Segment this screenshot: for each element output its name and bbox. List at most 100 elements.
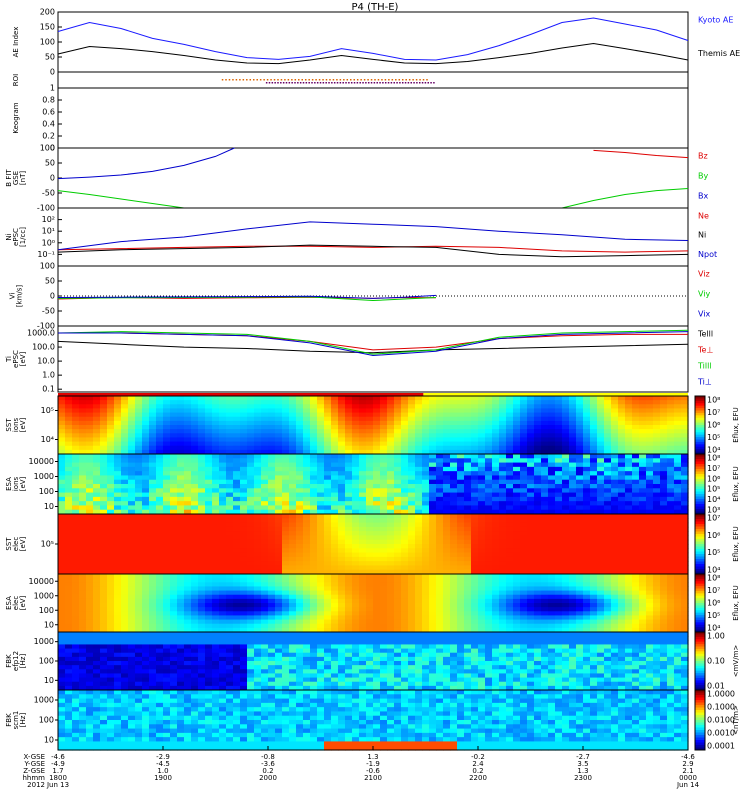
heatmap-cell: [492, 540, 500, 545]
heatmap-cell: [121, 578, 129, 583]
heatmap-cell: [618, 463, 626, 468]
heatmap-cell: [492, 544, 500, 549]
heatmap-cell: [478, 458, 486, 463]
heatmap-cell: [653, 518, 661, 523]
heatmap-cell: [401, 561, 409, 566]
heatmap-cell: [317, 425, 325, 430]
heatmap-cell: [65, 480, 73, 485]
heatmap-cell: [653, 413, 661, 418]
heatmap-cell: [275, 505, 283, 510]
heatmap-cell: [198, 578, 206, 583]
heatmap-cell: [611, 396, 619, 401]
heatmap-cell: [422, 493, 430, 498]
roi-marker: [297, 82, 299, 84]
heatmap-cell: [352, 603, 360, 608]
heatmap-cell: [261, 493, 269, 498]
panel-9: ESAions[eV]1000010001001010⁸10⁷10⁶10⁵10⁴…: [5, 454, 740, 515]
heatmap-cell: [625, 505, 633, 510]
heatmap-cell: [345, 501, 353, 506]
heatmap-cell: [121, 586, 129, 591]
heatmap-cell: [135, 433, 143, 438]
heatmap-cell: [142, 408, 150, 413]
heatmap-cell: [226, 408, 234, 413]
heatmap-cell: [422, 611, 430, 616]
heatmap-cell: [625, 446, 633, 451]
heatmap-cell: [317, 615, 325, 620]
heatmap-cell: [275, 591, 283, 596]
heatmap-cell: [618, 565, 626, 570]
heatmap-cell: [226, 514, 234, 519]
heatmap-cell: [296, 595, 304, 600]
heatmap-cell: [681, 527, 689, 532]
heatmap-cell: [632, 493, 640, 498]
heatmap-cell: [541, 527, 549, 532]
heatmap-cell: [380, 578, 388, 583]
heatmap-cell: [205, 523, 213, 528]
heatmap-cell: [548, 413, 556, 418]
heatmap-cell: [492, 497, 500, 502]
heatmap-cell: [513, 429, 521, 434]
heatmap-cell: [583, 544, 591, 549]
heatmap-cell: [135, 620, 143, 625]
heatmap-cell: [373, 425, 381, 430]
heatmap-cell: [198, 531, 206, 536]
heatmap-cell: [198, 446, 206, 451]
legend-entry: Viz: [698, 270, 710, 279]
ylabel-line: [eV]: [19, 595, 27, 610]
heatmap-cell: [359, 531, 367, 536]
heatmap-cell: [541, 557, 549, 562]
heatmap-cell: [65, 595, 73, 600]
roi-marker: [364, 79, 366, 81]
heatmap-cell: [58, 417, 66, 422]
heatmap-cell: [163, 586, 171, 591]
heatmap-cell: [93, 408, 101, 413]
heatmap-cell: [492, 518, 500, 523]
ylabel-line: Keogram: [12, 102, 20, 133]
heatmap-cell: [247, 574, 255, 579]
heatmap-cell: [394, 475, 402, 480]
heatmap-cell: [240, 446, 248, 451]
heatmap-cell: [597, 505, 605, 510]
heatmap-cell: [58, 433, 66, 438]
heatmap-cell: [121, 624, 129, 629]
heatmap-cell: [107, 620, 115, 625]
heatmap-cell: [422, 497, 430, 502]
heatmap-cell: [380, 471, 388, 476]
heatmap-cell: [464, 475, 472, 480]
heatmap-cell: [268, 425, 276, 430]
heatmap-cell: [331, 607, 339, 612]
ytick-label: 100: [40, 38, 55, 47]
heatmap-cell: [408, 595, 416, 600]
heatmap-cell: [625, 433, 633, 438]
heatmap-cell: [303, 408, 311, 413]
heatmap-cell: [275, 548, 283, 553]
heatmap-cell: [275, 467, 283, 472]
heatmap-cell: [275, 442, 283, 447]
heatmap-cell: [639, 413, 647, 418]
heatmap-cell: [415, 561, 423, 566]
heatmap-cell: [492, 523, 500, 528]
heatmap-cell: [639, 484, 647, 489]
heatmap-cell: [443, 565, 451, 570]
roi-marker: [348, 82, 350, 84]
heatmap-cell: [142, 493, 150, 498]
heatmap-cell: [387, 518, 395, 523]
heatmap-cell: [324, 454, 332, 459]
heatmap-cell: [205, 561, 213, 566]
heatmap-cell: [338, 497, 346, 502]
heatmap-cell: [128, 463, 136, 468]
heatmap-cell: [352, 518, 360, 523]
heatmap-cell: [331, 603, 339, 608]
heatmap-cell: [674, 467, 682, 472]
heatmap-cell: [233, 557, 241, 562]
heatmap-cell: [156, 463, 164, 468]
heatmap-cell: [233, 620, 241, 625]
heatmap-cell: [107, 548, 115, 553]
heatmap-cell: [576, 523, 584, 528]
heatmap-cell: [471, 523, 479, 528]
heatmap-cell: [107, 574, 115, 579]
heatmap-cell: [268, 408, 276, 413]
heatmap-cell: [198, 527, 206, 532]
heatmap-cell: [128, 531, 136, 536]
heatmap-cell: [282, 467, 290, 472]
